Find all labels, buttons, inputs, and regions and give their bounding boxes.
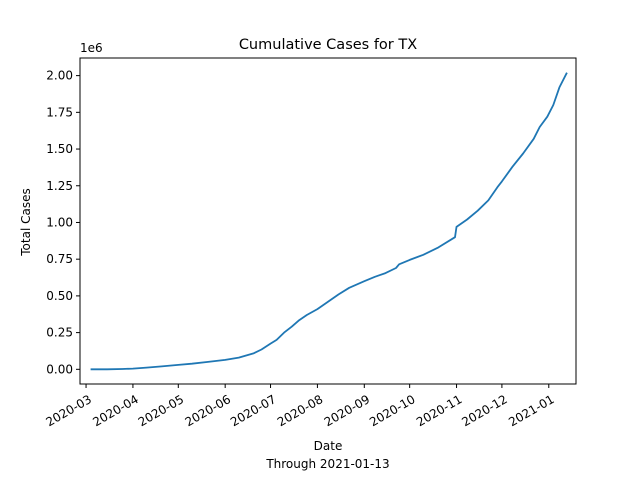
y-tick-label: 1.25: [46, 179, 73, 193]
y-axis-label: Total Cases: [19, 188, 33, 256]
x-tick-label: 2020-11: [414, 392, 464, 429]
x-tick-label: 2021-01: [506, 392, 556, 429]
y-offset-label: 1e6: [80, 41, 103, 55]
x-axis-label: Date: [314, 439, 343, 453]
plot-frame: [79, 57, 577, 385]
y-tick-label: 0.75: [46, 252, 73, 266]
x-tick-label: 2020-12: [459, 392, 509, 429]
x-tick-label: 2020-04: [90, 392, 140, 429]
x-tick-label: 2020-03: [44, 392, 94, 429]
y-tick-label: 0.00: [46, 362, 73, 376]
x-tick-label: 2020-05: [136, 392, 186, 429]
y-tick-label: 0.25: [46, 326, 73, 340]
y-tick-label: 1.75: [46, 105, 73, 119]
y-tick-label: 1.50: [46, 142, 73, 156]
chart-title: Cumulative Cases for TX: [239, 37, 417, 53]
x-axis-sublabel: Through 2021-01-13: [265, 457, 389, 471]
x-tick-label: 2020-08: [275, 392, 325, 429]
x-tick-label: 2020-06: [183, 392, 233, 429]
x-tick-label: 2020-10: [367, 392, 417, 429]
y-tick-label: 1.00: [46, 215, 73, 229]
plot-area: 0.00 0.25 0.50 0.75 1.00 1.25 1.50 1.75 2.00 2020…: [44, 57, 577, 429]
x-tick-label: 2020-07: [228, 392, 278, 429]
x-tick-label: 2020-09: [322, 392, 372, 429]
y-tick-label: 2.00: [46, 69, 73, 83]
series-line-0: [90, 72, 568, 371]
y-tick-label: 0.50: [46, 289, 73, 303]
